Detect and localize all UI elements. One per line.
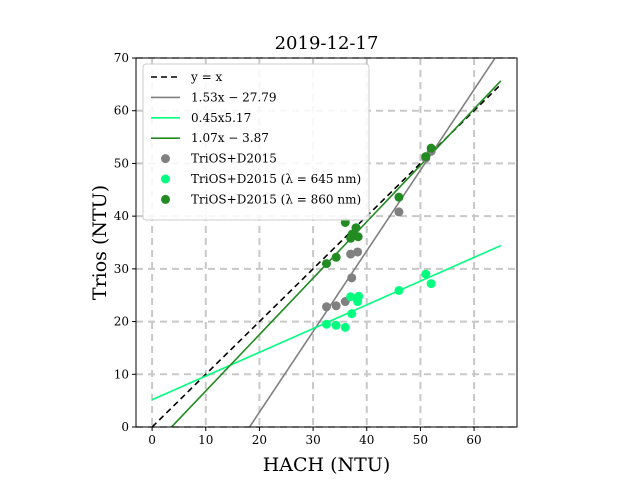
data-point: [331, 320, 341, 330]
x-tick-label: 20: [252, 433, 267, 447]
y-tick-label: 60: [114, 104, 129, 118]
legend-entry-label: TriOS+D2015 (λ = 860 nm): [191, 192, 361, 206]
x-tick-label: 10: [198, 433, 213, 447]
data-point: [351, 223, 361, 233]
legend-marker: [161, 174, 170, 184]
data-point: [394, 192, 404, 202]
y-tick-label: 40: [114, 209, 129, 223]
legend-entry-label: 1.53x − 27.79: [191, 90, 277, 104]
data-point: [331, 301, 341, 311]
chart-title: 2019-12-17: [275, 33, 379, 54]
fit-line: [151, 83, 502, 427]
legend: y = x 1.53x − 27.79 0.45x5.17 1.07x − 3.87 T…: [142, 63, 370, 221]
legend-marker: [161, 154, 170, 164]
x-tick-label: 40: [359, 433, 374, 447]
y-tick-label: 70: [114, 51, 129, 65]
y-tick-label: 0: [121, 420, 129, 434]
y-axis-label: Trios (NTU): [89, 185, 111, 300]
legend-entry-label: 0.45x5.17: [191, 111, 251, 125]
y-tick-label: 20: [114, 315, 129, 329]
scatter-points: [322, 143, 436, 332]
data-point: [394, 285, 404, 295]
axis-ticks: 0 10 20 30 40 50 60 0 10 20 30 40 50 60 70: [114, 51, 482, 447]
data-point: [347, 309, 357, 319]
x-axis-label: HACH (NTU): [263, 454, 391, 476]
data-point: [322, 259, 331, 269]
legend-entry-label: 1.07x − 3.87: [191, 131, 269, 145]
y-tick-label: 30: [114, 262, 129, 276]
x-tick-label: 60: [466, 433, 481, 447]
data-point: [322, 302, 331, 312]
data-point: [421, 152, 431, 162]
x-tick-label: 0: [148, 433, 156, 447]
data-point: [340, 322, 350, 332]
data-point: [426, 143, 436, 153]
legend-entry-label: y = x: [190, 70, 222, 84]
data-point: [354, 291, 364, 301]
y-tick-label: 50: [114, 156, 129, 170]
data-point: [346, 292, 356, 302]
plot-frame: [135, 57, 518, 428]
fit-line: [249, 58, 497, 427]
data-point: [353, 247, 363, 257]
legend-entry-label: TriOS+D2015: [191, 152, 277, 166]
data-point: [353, 232, 363, 242]
x-tick-label: 50: [413, 433, 428, 447]
data-point: [421, 269, 431, 279]
data-point: [347, 273, 357, 283]
data-point: [426, 279, 436, 289]
data-point: [322, 319, 331, 329]
legend-marker: [161, 194, 170, 204]
legend-entry-label: TriOS+D2015 (λ = 645 nm): [191, 172, 361, 186]
data-point: [331, 252, 341, 262]
legend-box: [142, 63, 370, 221]
x-tick-label: 30: [305, 433, 320, 447]
data-point: [346, 249, 356, 259]
data-point: [394, 207, 404, 217]
y-tick-label: 10: [114, 367, 129, 381]
